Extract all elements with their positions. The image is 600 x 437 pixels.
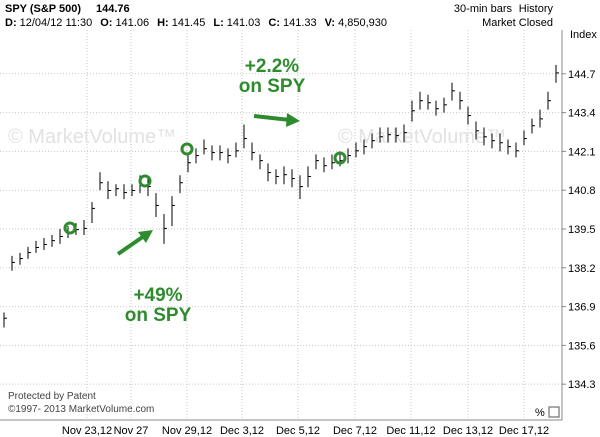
arrow	[253, 114, 291, 122]
y-tick-label: 140.8	[568, 185, 596, 197]
signal-circle	[180, 142, 194, 156]
arrows	[116, 113, 300, 256]
info-value: 141.33	[283, 17, 317, 29]
annotation: on SPY	[125, 305, 192, 326]
symbol: SPY (S&P 500)	[5, 3, 81, 15]
y-tick-label: 138.2	[568, 263, 596, 275]
x-tick-label: Dec 17,12	[499, 425, 549, 437]
info-label: C:	[268, 17, 280, 29]
market-status: Market Closed	[482, 17, 553, 29]
percent-toggle[interactable]	[548, 406, 560, 418]
arrow-head	[286, 113, 300, 127]
y-tick-label: 134.3	[568, 379, 596, 391]
footer: ©1997- 2013 MarketVolume.com	[8, 404, 154, 415]
info-value: 12/04/12 11:30	[20, 17, 93, 29]
x-tick-label: Dec 7,12	[333, 425, 377, 437]
x-tick-label: Dec 11,12	[386, 425, 435, 437]
history-link[interactable]: History	[519, 3, 554, 15]
y-tick-label: 143.4	[568, 108, 596, 120]
footer: Protected by Patent	[8, 391, 96, 402]
x-tick-label: Dec 3,12	[220, 425, 264, 437]
info-label: O:	[100, 17, 112, 29]
info-label: L:	[213, 17, 223, 29]
bar-info: D: 12/04/12 11:30 O: 141.06 H: 141.45 L: 141.03…	[5, 17, 387, 29]
percent-button[interactable]: %	[535, 407, 545, 419]
signal-circle	[333, 151, 347, 165]
info-value: 4,850,930	[338, 17, 387, 29]
y-tick-label: 142.1	[568, 146, 596, 158]
info-label: D:	[5, 17, 17, 29]
bar-type[interactable]: 30-min bars	[454, 3, 513, 15]
y-tick-label: 136.9	[568, 302, 596, 314]
info-label: H:	[157, 17, 169, 29]
signal-circles	[63, 142, 347, 235]
annotation: +49%	[133, 285, 182, 306]
watermark: © MarketVolume™	[8, 126, 176, 148]
info-value: 141.03	[227, 17, 261, 29]
watermark: © MarketVolume™	[338, 126, 506, 148]
x-tick-label: Nov 29,12	[162, 425, 212, 437]
y-tick-label: 135.6	[568, 340, 596, 352]
info-value: 141.45	[172, 17, 206, 29]
last-price: 144.76	[96, 3, 130, 15]
y-tick-label: 139.5	[568, 224, 596, 236]
annotation: +2.2%	[245, 56, 300, 77]
signal-circle	[138, 174, 152, 188]
x-tick-label: Dec 5,12	[276, 425, 320, 437]
info-value: 141.06	[115, 17, 149, 29]
bars	[3, 64, 559, 328]
signal-circle	[63, 221, 77, 235]
annotation: on SPY	[239, 76, 306, 97]
x-tick-label: Nov 23,12	[62, 425, 112, 437]
y-tick-label: 144.7	[568, 69, 596, 81]
arrow	[116, 234, 146, 256]
arrow-head	[138, 230, 153, 243]
x-tick-label: Nov 27	[114, 425, 149, 437]
info-label: V:	[325, 17, 335, 29]
axis-label: Index	[570, 29, 597, 41]
x-tick-label: Dec 13,12	[443, 425, 493, 437]
